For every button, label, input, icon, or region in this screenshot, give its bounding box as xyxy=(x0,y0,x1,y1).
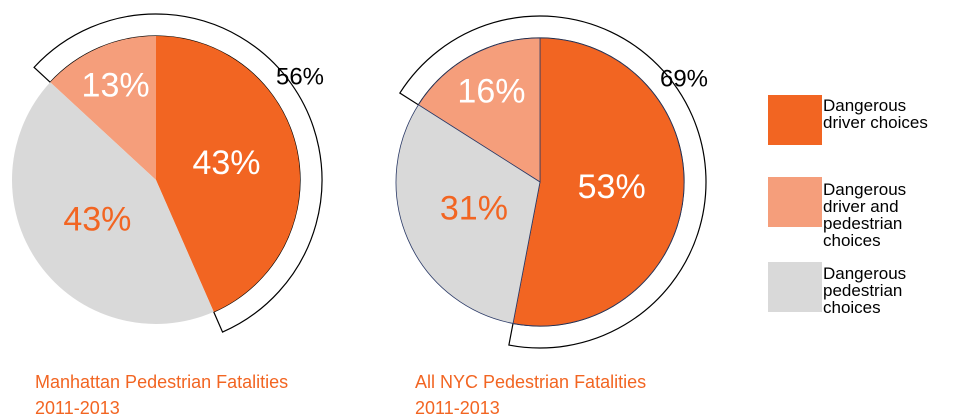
data-label: 16% xyxy=(457,73,525,111)
bracket-label: 69% xyxy=(660,65,708,92)
chart-subtitle: 2011-2013 xyxy=(415,398,500,418)
legend-swatch xyxy=(768,177,822,227)
pie-slice xyxy=(12,82,214,324)
pie-slice xyxy=(417,37,541,183)
data-label: 43% xyxy=(192,144,260,182)
pie-slice xyxy=(50,36,156,180)
chart-subtitle: 2011-2013 xyxy=(35,398,120,418)
data-label: 13% xyxy=(82,67,150,105)
pie-slice xyxy=(512,37,685,327)
legend-swatch xyxy=(768,262,822,312)
legend-label: Dangerous pedestrian choices xyxy=(823,264,907,317)
legend-label: Dangerous driver choices xyxy=(823,96,928,132)
data-label: 43% xyxy=(63,201,131,239)
bracket-label: 56% xyxy=(276,63,324,90)
chart-title: Manhattan Pedestrian Fatalities xyxy=(35,372,288,392)
chart-title: All NYC Pedestrian Fatalities xyxy=(415,372,646,392)
data-label: 53% xyxy=(578,168,646,206)
legend-swatch xyxy=(768,95,822,145)
pie-slice xyxy=(395,104,541,324)
legend-label: Dangerous driver and pedestrian choices xyxy=(823,180,907,250)
data-label: 31% xyxy=(440,190,508,228)
pie-slice xyxy=(156,36,300,312)
